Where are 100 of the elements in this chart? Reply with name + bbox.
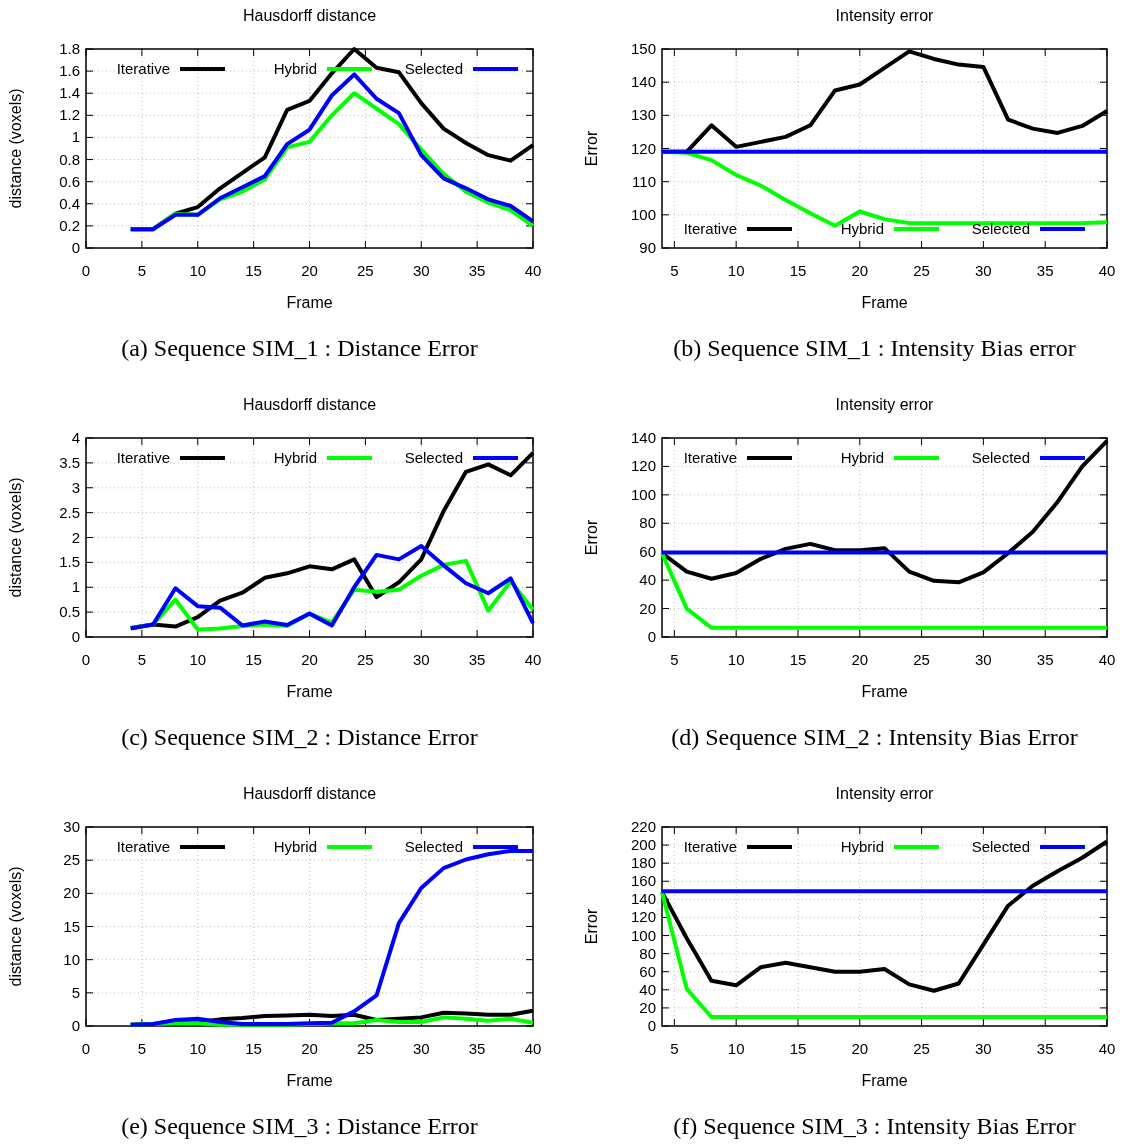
x-tick-label: 10 [727, 1040, 745, 1057]
legend-label: Selected [404, 838, 463, 855]
y-tick-label: 110 [632, 172, 656, 190]
legend-label: Iterative [683, 449, 737, 466]
legend-label: Hybrid [273, 60, 317, 77]
y-tick-label: 160 [630, 872, 656, 890]
y-tick-label: 30 [63, 818, 80, 835]
y-tick-label: 1 [71, 128, 80, 146]
legend-label: Hybrid [273, 449, 317, 466]
line-series [128, 543, 535, 631]
y-tick-label: 25 [63, 851, 80, 869]
x-tick-label: 5 [137, 262, 147, 279]
x-tick-label: 20 [851, 262, 869, 279]
legend-label: Hybrid [840, 220, 884, 237]
x-tick-label: 25 [357, 262, 374, 279]
y-axis-title: Error [583, 519, 600, 556]
x-tick-label: 40 [524, 262, 542, 279]
y-axis-title: distance (voxels) [7, 477, 24, 598]
y-tick-label: 120 [630, 457, 656, 475]
y-tick-label: 140 [630, 890, 656, 908]
y-tick-label: 0.5 [59, 603, 80, 621]
y-tick-label: 1 [71, 578, 80, 596]
legend-label: Iterative [116, 60, 170, 77]
x-axis-title: Frame [286, 1072, 333, 1089]
legend-label: Iterative [683, 220, 737, 237]
x-tick-label: 5 [137, 1040, 147, 1057]
x-tick-label: 25 [357, 651, 374, 668]
chart-title: Hausdorff distance [242, 396, 377, 413]
y-tick-label: 1.6 [59, 62, 80, 80]
x-tick-label: 10 [189, 651, 207, 668]
x-tick-label: 30 [412, 651, 430, 668]
legend-label: Hybrid [273, 838, 317, 855]
x-tick-label: 30 [975, 262, 992, 279]
chart-title: Hausdorff distance [242, 785, 377, 802]
x-tick-label: 15 [789, 651, 807, 668]
legend-label: Selected [404, 449, 463, 466]
y-tick-label: 1.2 [59, 106, 80, 124]
y-tick-label: 3.5 [59, 453, 80, 471]
text: (e) Sequence SIM_3 : Distance Error [121, 1113, 478, 1139]
y-tick-label: 0 [71, 1017, 80, 1034]
x-tick-label: 5 [670, 1040, 679, 1057]
y-tick-label: 10 [63, 950, 80, 968]
x-tick-label: 20 [851, 651, 869, 668]
text: (b) Sequence SIM_1 : Intensity Bias error [673, 335, 1076, 361]
x-tick-label: 5 [670, 262, 679, 279]
text: (f) Sequence SIM_3 : Intensity Bias Error [673, 1113, 1076, 1139]
y-tick-label: 80 [639, 944, 656, 962]
x-tick-label: 25 [913, 651, 930, 668]
x-tick-label: 25 [357, 1040, 374, 1057]
x-tick-label: 30 [412, 262, 430, 279]
y-tick-label: 5 [71, 983, 80, 1001]
y-tick-label: 3 [71, 478, 80, 496]
legend-label: Selected [971, 449, 1030, 466]
x-tick-label: 10 [727, 651, 745, 668]
y-tick-label: 200 [630, 836, 656, 854]
y-tick-label: 1.5 [59, 553, 80, 571]
chart-title: Intensity error [835, 396, 935, 413]
x-tick-label: 35 [468, 262, 486, 279]
x-tick-label: 35 [1036, 1040, 1054, 1057]
x-tick-label: 30 [975, 651, 992, 668]
y-tick-label: 4 [71, 429, 80, 446]
y-axis-title: distance (voxels) [7, 88, 24, 209]
y-tick-label: 0 [71, 239, 80, 256]
y-tick-label: 90 [639, 239, 656, 256]
x-tick-label: 15 [789, 262, 807, 279]
x-tick-label: 40 [524, 1040, 542, 1057]
legend-label: Iterative [116, 449, 170, 466]
x-tick-label: 30 [975, 1040, 992, 1057]
legend-label: Selected [971, 220, 1030, 237]
legend-label: Hybrid [840, 449, 884, 466]
chart-title: Hausdorff distance [242, 7, 377, 24]
y-tick-label: 15 [63, 917, 80, 935]
y-tick-label: 40 [639, 980, 656, 998]
text: (c) Sequence SIM_2 : Distance Error [121, 724, 478, 750]
x-tick-label: 35 [1036, 262, 1054, 279]
y-tick-label: 20 [639, 599, 656, 617]
legend-label: Selected [971, 838, 1030, 855]
y-tick-label: 20 [63, 884, 80, 902]
y-tick-label: 0 [647, 628, 656, 645]
legend-label: Selected [404, 60, 463, 77]
chart-title: Intensity error [835, 7, 935, 24]
x-axis-title: Frame [861, 294, 908, 311]
legend-label: Iterative [116, 838, 170, 855]
y-tick-label: 220 [630, 818, 656, 835]
y-tick-label: 2 [71, 528, 80, 546]
y-tick-label: 180 [630, 854, 656, 872]
text: (a) Sequence SIM_1 : Distance Error [121, 335, 478, 361]
y-tick-label: 0.4 [59, 194, 80, 212]
y-tick-label: 130 [630, 106, 656, 124]
text: (d) Sequence SIM_2 : Intensity Bias Error [671, 724, 1078, 750]
y-tick-label: 0 [647, 1017, 656, 1034]
y-tick-label: 60 [639, 962, 656, 980]
y-tick-label: 150 [630, 40, 656, 57]
x-tick-label: 40 [1098, 262, 1116, 279]
x-tick-label: 10 [727, 262, 745, 279]
x-tick-label: 40 [1098, 651, 1116, 668]
x-axis-title: Frame [286, 294, 333, 311]
y-tick-label: 20 [639, 998, 656, 1016]
x-tick-label: 15 [245, 651, 262, 668]
x-tick-label: 20 [301, 1040, 318, 1057]
